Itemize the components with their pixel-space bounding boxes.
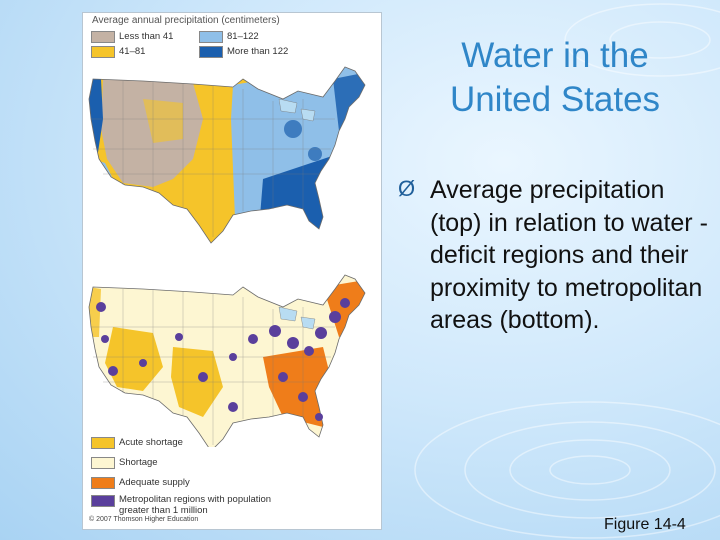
legend-label-adequate-supply: Adequate supply: [119, 477, 190, 488]
precipitation-map: [88, 66, 366, 244]
legend-label-41-81: 41–81: [119, 46, 146, 57]
legend-swatch-metropolitan: [91, 495, 115, 507]
slide-title: Water in the United States: [420, 34, 690, 122]
title-line-1: Water in the: [461, 36, 649, 75]
precipitation-legend-title: Average annual precipitation (centimeter…: [92, 15, 280, 26]
water-deficit-map: [88, 274, 366, 447]
legend-swatch-shortage: [91, 457, 115, 469]
legend-label-more-122: More than 122: [227, 46, 289, 57]
legend-swatch-less-41: [91, 31, 115, 43]
legend-swatch-more-122: [199, 46, 223, 58]
bullet-text: Average precipitation (top) in relation …: [430, 176, 708, 334]
arrow-bullet-icon: Ø: [398, 176, 416, 201]
legend-swatch-adequate-supply: [91, 477, 115, 489]
copyright-text: © 2007 Thomson Higher Education: [89, 516, 199, 523]
title-line-2: United States: [449, 80, 661, 119]
legend-label-shortage: Shortage: [119, 457, 158, 468]
legend-label-81-122: 81–122: [227, 31, 259, 42]
figure-label: Figure 14-4: [604, 516, 686, 533]
legend-swatch-acute-shortage: [91, 437, 115, 449]
figure-panel: Average annual precipitation (centimeter…: [82, 12, 382, 530]
legend-label-metropolitan: Metropolitan regions with population gre…: [119, 494, 272, 516]
legend-swatch-41-81: [91, 46, 115, 58]
legend-label-acute-shortage: Acute shortage: [119, 437, 183, 448]
legend-label-less-41: Less than 41: [119, 31, 174, 42]
legend-swatch-81-122: [199, 31, 223, 43]
